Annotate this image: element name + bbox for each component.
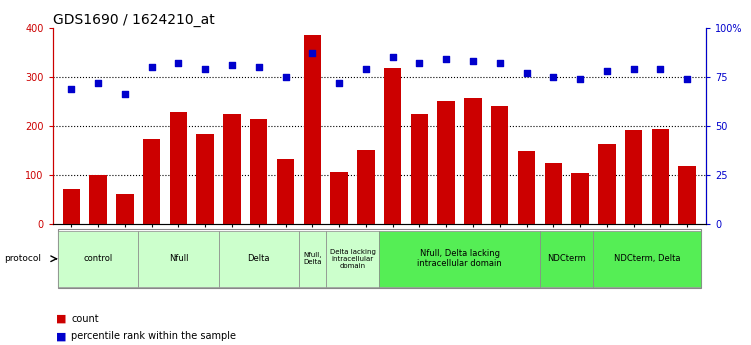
Bar [598,144,616,224]
Text: Delta lacking
intracellular
domain: Delta lacking intracellular domain [330,249,376,269]
Point [279,74,291,80]
Point [360,66,372,72]
Point [440,56,452,62]
Point [387,55,399,60]
Bar [143,139,161,224]
Point [601,68,613,73]
Text: count: count [71,314,99,324]
Bar [250,119,267,224]
Bar [62,189,80,224]
FancyBboxPatch shape [219,230,299,287]
Bar [518,150,535,224]
FancyBboxPatch shape [379,230,540,287]
Bar [544,163,562,224]
Bar [223,114,240,224]
Point [253,64,265,70]
Text: Nfull, Delta lacking
intracellular domain: Nfull, Delta lacking intracellular domai… [418,249,502,268]
FancyBboxPatch shape [593,230,701,287]
Bar [170,112,187,224]
Point [226,62,238,68]
Point [119,92,131,97]
Point [65,86,77,91]
Text: ■: ■ [56,332,67,341]
Point [547,74,559,80]
Point [92,80,104,86]
Point [493,60,505,66]
Text: Nfull,
Delta: Nfull, Delta [303,252,321,265]
Text: percentile rank within the sample: percentile rank within the sample [71,332,237,341]
FancyBboxPatch shape [299,230,326,287]
Text: NDCterm: NDCterm [547,254,586,263]
Point [413,60,425,66]
Point [199,66,211,72]
Bar [384,68,401,224]
Text: NDCterm, Delta: NDCterm, Delta [614,254,680,263]
FancyBboxPatch shape [138,230,219,287]
FancyBboxPatch shape [326,230,379,287]
Point [574,76,586,81]
Bar [411,114,428,224]
Text: ■: ■ [56,314,67,324]
FancyBboxPatch shape [540,230,593,287]
Bar [303,35,321,224]
Bar [625,130,642,224]
Bar [197,134,214,224]
Bar [652,129,669,224]
Text: protocol: protocol [4,254,41,263]
Text: Delta: Delta [248,254,270,263]
Point [628,66,640,72]
Point [306,50,318,56]
Point [681,76,693,81]
Bar [89,175,107,224]
FancyBboxPatch shape [58,229,701,288]
Bar [438,101,455,224]
Point [520,70,532,76]
Bar [357,149,375,224]
Text: Nfull: Nfull [169,254,189,263]
Text: GDS1690 / 1624210_at: GDS1690 / 1624210_at [53,12,214,27]
Bar [116,194,134,224]
Bar [464,98,481,224]
Bar [491,106,508,224]
Point [173,60,185,66]
Bar [277,159,294,224]
Point [333,80,345,86]
FancyBboxPatch shape [58,230,138,287]
Point [146,64,158,70]
Bar [678,166,696,224]
Point [654,66,666,72]
Text: control: control [83,254,113,263]
Bar [572,172,589,224]
Point [467,58,479,64]
Bar [330,172,348,224]
